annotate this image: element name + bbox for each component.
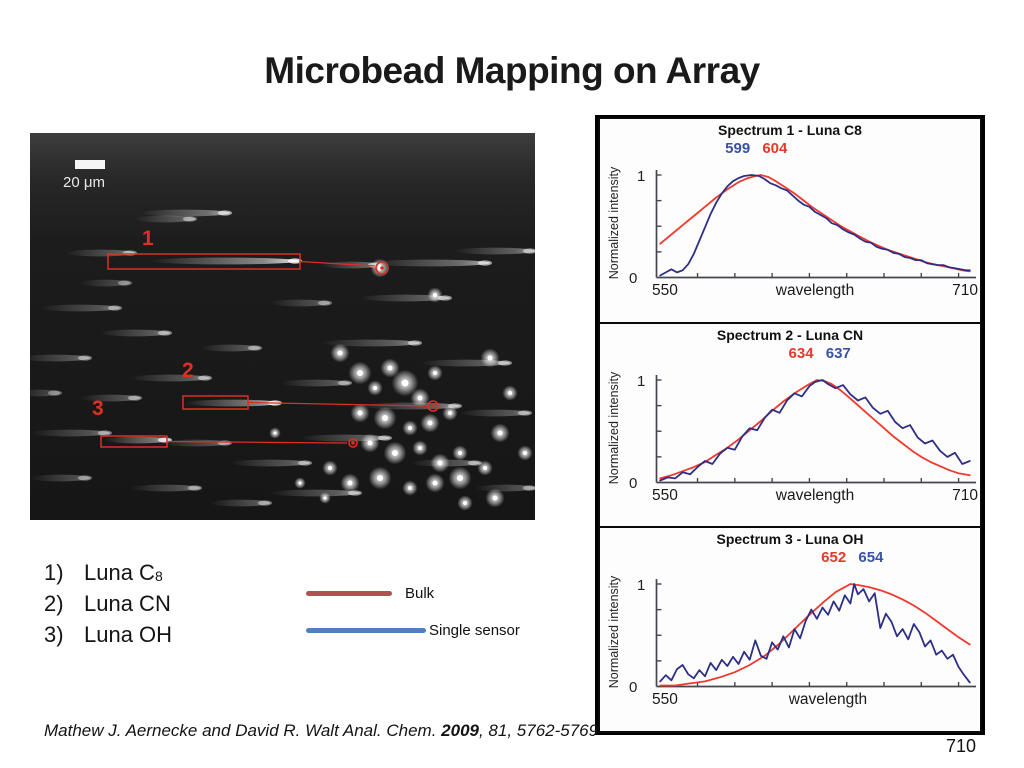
- peak-value-red: 652: [821, 549, 847, 567]
- peak-labels: 634 637: [785, 345, 855, 362]
- peak-labels: 652 654: [817, 549, 887, 566]
- spectra-figure: Spectrum 1 - Luna C8 599 604 Normalized …: [595, 115, 985, 735]
- citation: Mathew J. Aernecke and David R. Walt Ana…: [44, 721, 598, 741]
- list-text: Luna OH: [84, 622, 173, 647]
- x-axis-label: wavelength: [788, 691, 868, 709]
- y-axis-label: Normalized intensity: [607, 576, 621, 689]
- x-tick-710: 710: [952, 486, 978, 504]
- spectrum-title: Spectrum 1 - Luna C8: [718, 122, 862, 138]
- x-axis-label: wavelength: [775, 486, 855, 504]
- spectrum-panel-2: Spectrum 2 - Luna CN 634 637 Normalized …: [598, 321, 982, 529]
- list-text: Luna C: [84, 560, 155, 585]
- x-tick-550: 550: [652, 691, 678, 709]
- spectrum-panel-1: Spectrum 1 - Luna C8 599 604 Normalized …: [598, 117, 982, 324]
- x-axis-row: 550 wavelength 710: [652, 282, 978, 300]
- page-number: 710: [945, 736, 976, 756]
- single-sensor-line-swatch: [306, 628, 426, 633]
- slide-title: Microbead Mapping on Array: [264, 50, 760, 91]
- legend-label-bulk: Bulk: [405, 585, 435, 602]
- svg-text:2: 2: [182, 359, 194, 382]
- peak-labels: 599 604: [721, 140, 791, 157]
- legend-row-bulk: Bulk: [306, 585, 520, 602]
- spectrum-plot: [655, 579, 976, 688]
- legend-label-single-sensor: Single sensor: [429, 622, 520, 639]
- citation-authors: Mathew J. Aernecke and David R. Walt Ana…: [44, 721, 442, 740]
- spectrum-panel-3: Spectrum 3 - Luna OH 652 654 Normalized …: [598, 526, 982, 734]
- spectrum-title: Spectrum 2 - Luna CN: [716, 326, 864, 343]
- bead-array-art: [30, 209, 535, 511]
- svg-text:3: 3: [92, 397, 104, 420]
- y-tick-1: 1: [637, 372, 646, 390]
- peak-value-blue: 637: [825, 344, 851, 362]
- bead-type-list: 1) Luna C 8 2) Luna CN 3) Luna OH: [44, 557, 172, 650]
- x-axis-label: wavelength: [775, 282, 855, 299]
- microscopy-image: 1 2 3 20 μm: [30, 133, 535, 520]
- scale-bar-label: 20 μm: [63, 174, 105, 191]
- x-tick-550: 550: [652, 486, 678, 504]
- y-tick-1: 1: [637, 168, 646, 185]
- bead-annotations: 1 2 3: [92, 227, 439, 448]
- citation-pages: , 81, 5762-5769: [478, 721, 599, 740]
- citation-year: 2009: [441, 721, 479, 740]
- list-item-luna-cn: 2) Luna CN: [44, 588, 172, 619]
- spectrum-title: Spectrum 3 - Luna OH: [716, 531, 864, 548]
- list-subscript: 8: [154, 568, 163, 584]
- peak-value-blue: 599: [725, 140, 751, 157]
- y-tick-0: 0: [629, 474, 638, 492]
- list-marker: 2): [44, 591, 64, 616]
- y-axis-label: Normalized intensity: [607, 166, 621, 280]
- bulk-line-swatch: [306, 591, 392, 596]
- legend: Bulk Single sensor: [306, 585, 520, 659]
- peak-value-blue: 654: [858, 549, 884, 567]
- x-tick-550: 550: [652, 282, 678, 299]
- legend-row-single-sensor: Single sensor: [306, 622, 520, 639]
- scale-bar: [75, 160, 105, 169]
- x-axis-row: 550 wavelength 710: [652, 487, 978, 505]
- y-tick-1: 1: [637, 577, 646, 595]
- y-tick-0: 0: [629, 679, 638, 697]
- y-axis-label: Normalized intensity: [607, 371, 621, 484]
- list-item-luna-oh: 3) Luna OH: [44, 619, 172, 650]
- list-marker: 3): [44, 622, 64, 647]
- spectrum-plot: [655, 374, 976, 484]
- x-axis-row: 550 wavelength: [652, 691, 978, 709]
- spectrum-plot: [655, 170, 976, 279]
- peak-value-red: 634: [788, 344, 814, 362]
- list-marker: 1): [44, 560, 64, 585]
- list-text: Luna CN: [84, 591, 171, 616]
- y-tick-0: 0: [629, 270, 638, 287]
- x-tick-710: 710: [952, 282, 978, 299]
- list-item-luna-c8: 1) Luna C 8: [44, 557, 172, 588]
- svg-text:1: 1: [142, 227, 154, 250]
- peak-value-red: 604: [762, 140, 788, 157]
